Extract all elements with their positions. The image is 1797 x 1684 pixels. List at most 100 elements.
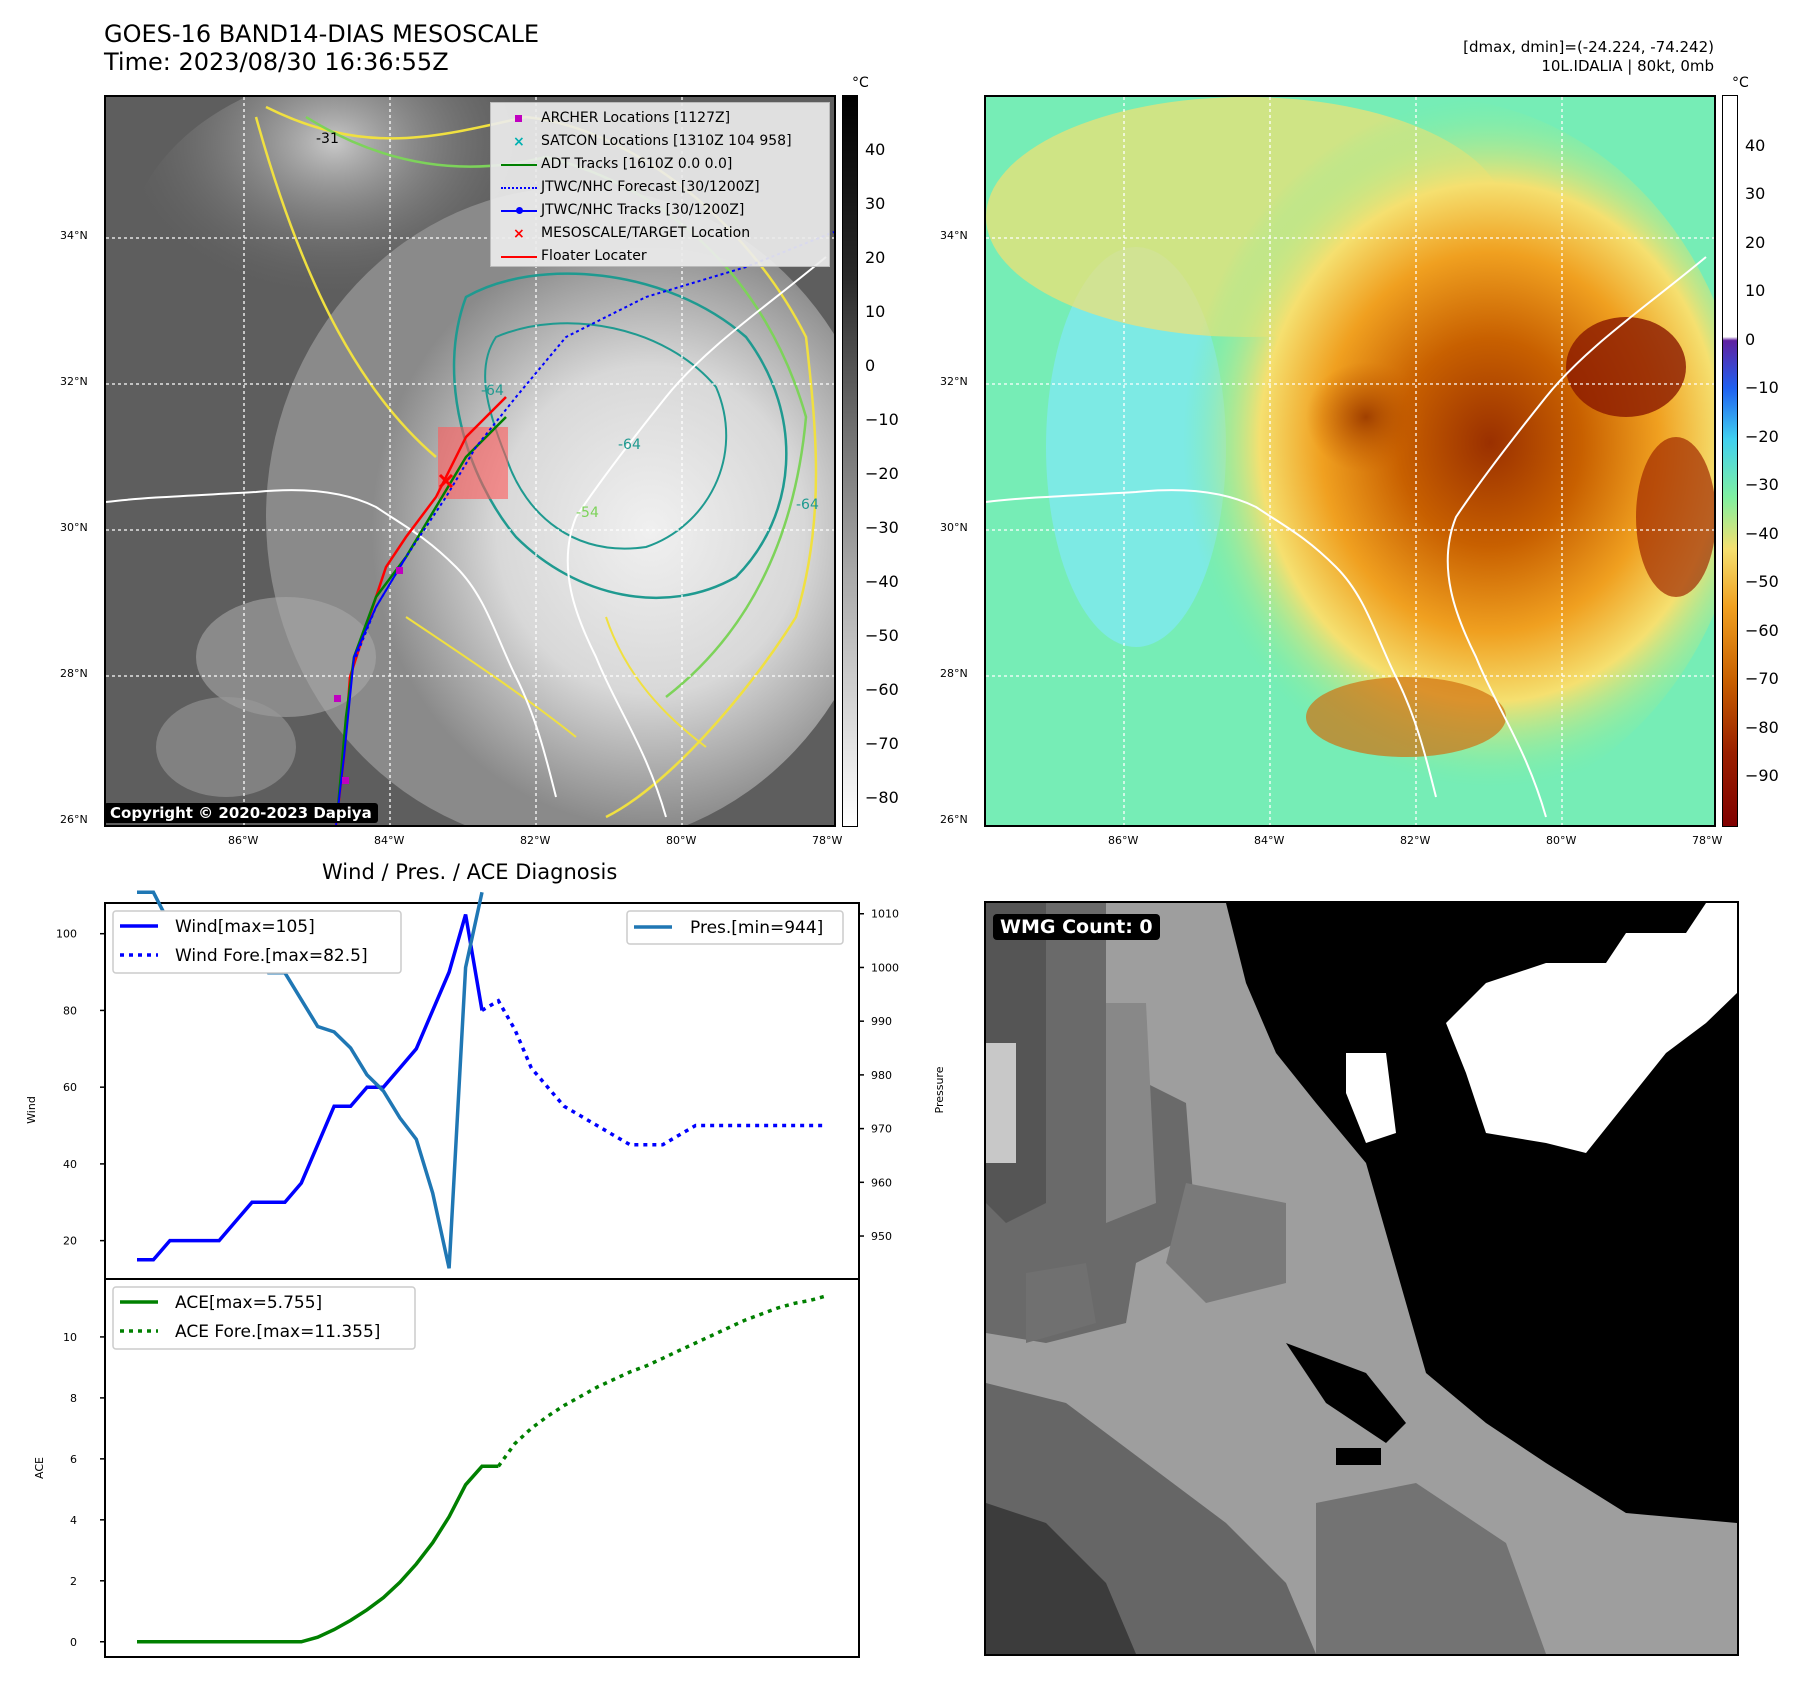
map-legend: ARCHER Locations [1127Z] × SATCON Locatio… [490,102,830,267]
colorbar-tick: −30 [865,518,899,537]
lat-label: 30°N [60,521,88,534]
lat-label: 26°N [60,813,88,826]
contour-label: -64 [481,383,504,399]
wind-legend [112,910,402,974]
wind-pressure-axes [104,902,860,1280]
color-map-image [986,97,1714,825]
series-line [137,914,484,1262]
colorbar-tick: 40 [1745,136,1766,155]
time-text: Time: 2023/08/30 16:36:55Z [104,48,449,76]
lon-label: 86°W [228,834,259,847]
contour-label: -64 [796,497,819,513]
y-tick-label: 100 [56,928,77,941]
y2-tick-label: 950 [871,1230,892,1243]
legend-adt: ADT Tracks [1610Z 0.0 0.0] [499,153,821,176]
lat-label: 32°N [940,375,968,388]
colorbar-unit: °C [1732,75,1749,91]
title-text: GOES-16 BAND14-DIAS MESOSCALE [104,20,540,48]
dmax-dmin-text: [dmax, dmin]=(-24.224, -74.242) [1463,38,1714,56]
lon-label: 78°W [1692,834,1723,847]
line-dot-icon [499,199,541,222]
color-map-panel [984,95,1716,827]
wmg-image [986,903,1737,1654]
colorbar-tick: 0 [865,356,876,375]
copyright-badge: Copyright © 2020-2023 Dapiya [104,803,378,823]
legend-floater: Floater Locater [499,245,821,268]
lon-label: 82°W [520,834,551,847]
lat-label: 34°N [940,229,968,242]
colorbar-unit: °C [852,75,869,91]
chart-title: GOES-16 BAND14-DIAS MESOSCALE Time: 2023… [104,20,539,76]
y2-tick-label: 1010 [871,908,899,921]
lat-label: 28°N [940,667,968,680]
series-line [496,1293,828,1468]
legend-label: Wind Fore.[max=82.5] [175,946,368,966]
storm-info-text: 10L.IDALIA | 80kt, 0mb [1541,57,1714,75]
lon-label: 86°W [1108,834,1139,847]
y2-tick-label: 1000 [871,961,899,974]
y-tick-label: 20 [63,1235,77,1248]
colorbar-tick: −30 [1745,475,1779,494]
y-tick-label: 40 [63,1158,77,1171]
colorbar-tick: −40 [1745,524,1779,543]
y-tick-label: 2 [70,1575,77,1588]
y2-axis-label: Pressure [933,1066,946,1113]
colorbar-tick: −10 [865,410,899,429]
colorbar-tick: −60 [865,680,899,699]
colorbar-tick: −50 [1745,572,1779,591]
line-icon [499,245,541,268]
y2-tick-label: 970 [871,1123,892,1136]
y-tick-label: 60 [63,1081,77,1094]
lon-label: 80°W [666,834,697,847]
legend-tracks: JTWC/NHC Tracks [30/1200Z] [499,199,821,222]
contour-label: -54 [576,505,599,521]
wmg-count-badge: WMG Count: 0 [993,914,1160,940]
legend-label: Wind[max=105] [175,917,315,937]
colorbar-tick: 30 [1745,184,1766,203]
y2-tick-label: 990 [871,1015,892,1028]
lat-label: 30°N [940,521,968,534]
y-tick-label: 4 [70,1514,77,1527]
y-tick-label: 8 [70,1392,77,1405]
legend-label: Pres.[min=944] [690,918,823,938]
legend-label: ACE[max=5.755] [175,1293,322,1313]
ir-map-panel: -31 -64 -64 -54 -64 ARCHER Locations [11… [104,95,836,827]
colorbar-tick: 10 [865,302,886,321]
series-line [137,1464,499,1644]
lat-label: 32°N [60,375,88,388]
colorbar-tick: −70 [865,734,899,753]
legend-forecast: JTWC/NHC Forecast [30/1200Z] [499,176,821,199]
legend-label: ACE Fore.[max=11.355] [175,1322,380,1342]
x-icon: × [513,134,525,150]
lat-label: 26°N [940,813,968,826]
pressure-legend [626,910,844,945]
legend-archer: ARCHER Locations [1127Z] [499,107,821,130]
colorbar-tick: −20 [865,464,899,483]
lat-label: 34°N [60,229,88,242]
lat-label: 28°N [60,667,88,680]
y-axis-label: Wind [25,1096,38,1124]
line-icon [499,153,541,176]
colorbar-tick: −90 [1745,766,1779,785]
color-colorbar [1722,95,1738,827]
lon-label: 84°W [1254,834,1285,847]
y-axis-label: ACE [33,1457,46,1479]
colorbar-tick: 30 [865,194,886,213]
lon-label: 78°W [812,834,843,847]
square-icon [499,107,541,130]
diagnosis-title: Wind / Pres. / ACE Diagnosis [322,860,618,884]
colorbar-tick: 20 [865,248,886,267]
y-tick-label: 6 [70,1453,77,1466]
ace-legend [112,1286,416,1350]
colorbar-tick: −60 [1745,621,1779,640]
colorbar-tick: 0 [1745,330,1756,349]
colorbar-tick: −80 [1745,718,1779,737]
colorbar-tick: 20 [1745,233,1766,252]
contour-label: -64 [618,437,641,453]
legend-target: × MESOSCALE/TARGET Location [499,222,821,245]
x-icon: × [513,226,525,242]
ace-axes [104,1278,860,1658]
colorbar-tick: 40 [865,140,886,159]
lon-label: 84°W [374,834,405,847]
contour-label: -31 [316,131,339,147]
